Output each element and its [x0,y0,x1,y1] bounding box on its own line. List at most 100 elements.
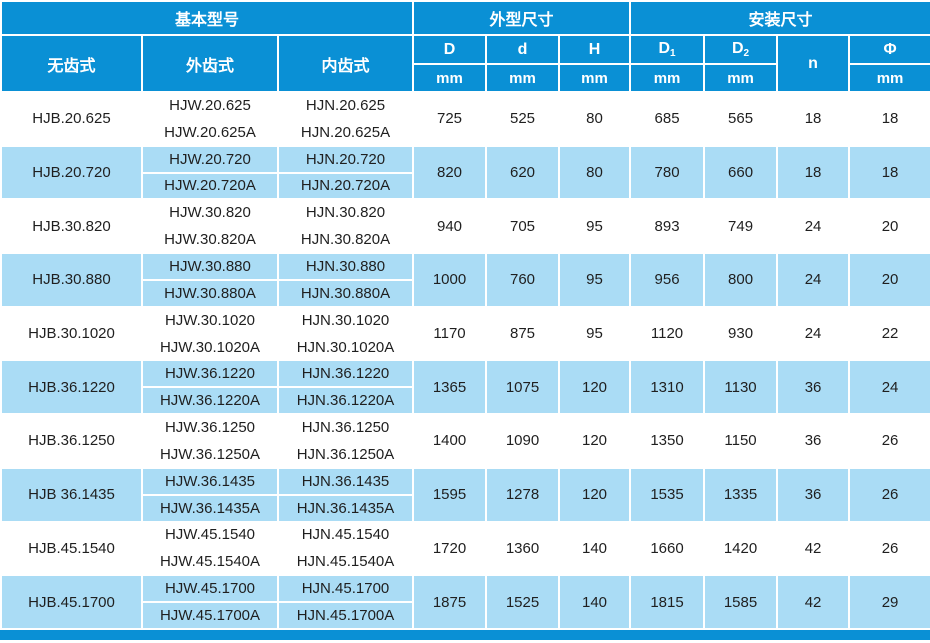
cell-gearless-model: HJB.45.1700 [0,574,143,630]
cell-dim-n: 36 [776,413,851,469]
cell-external-gear-model-line1: HJW.30.880 [141,252,279,281]
table-row-variant: HJW.36.1220A HJN.36.1220A [1,386,930,416]
cell-dim-D1: 956 [629,252,706,308]
cell-internal-gear-model-line2: HJN.30.1020A [276,332,415,362]
header-basic-model: 基本型号 [0,0,415,36]
cell-gearless-model: HJB.20.720 [0,144,143,201]
cell-dim-D: 1595 [412,466,488,523]
unit-D2: mm [703,63,779,93]
cell-internal-gear-model-line1: HJN.20.720 [276,144,415,174]
col-header-D: D [412,34,488,65]
table-row: HJB.30.1020 HJW.30.1020 HJN.30.1020 1170 875… [0,305,930,362]
cell-dim-phi: 22 [848,305,930,362]
cell-dim-H: 120 [558,359,632,416]
col-header-D1-label: D [658,40,671,57]
cell-external-gear-model-line1: HJW.30.820 [141,198,279,228]
cell-dim-n: 24 [776,252,851,308]
col-header-d: d [485,34,561,65]
cell-dim-D1: 1660 [629,520,706,577]
col-header-d-label: d [517,40,528,58]
table-row-variant: HJW.36.1250A HJN.36.1250A [1,439,930,469]
cell-dim-D2: 660 [703,144,779,201]
header-name-row: 无齿式 外齿式 内齿式 D d H D1 D2 n Φ [0,34,930,93]
cell-external-gear-model-line2: HJW.30.880A [141,278,279,308]
cell-dim-H: 120 [558,413,632,469]
cell-dim-n: 36 [776,466,851,523]
cell-dim-D2: 1150 [703,413,779,469]
cell-dim-n: 42 [776,520,851,577]
col-header-gearless: 无齿式 [0,34,143,93]
cell-internal-gear-model-line1: HJN.45.1700 [276,574,415,604]
cell-dim-H: 95 [558,305,632,362]
cell-external-gear-model-line1: HJW.45.1700 [141,574,279,604]
cell-internal-gear-model-line1: HJN.45.1540 [276,520,415,550]
table-header: 基本型号 外型尺寸 安装尺寸 无齿式 外齿式 内齿式 D d H D1 D2 n… [0,0,930,93]
cell-external-gear-model-line2: HJW.36.1435A [141,493,279,523]
cell-gearless-model: HJB.30.820 [0,198,143,255]
cell-internal-gear-model-line2: HJN.30.820A [276,225,415,255]
table-row: HJB 36.1435 HJW.36.1435 HJN.36.1435 1595 127… [0,466,930,523]
table-row: HJB.30.820 HJW.30.820 HJN.30.820 940 705 95 89… [0,198,930,255]
table-row: HJB.45.1700 HJW.45.1700 HJN.45.1700 1875 152… [0,574,930,630]
cell-dim-d: 760 [485,252,561,308]
col-header-D2: D2 [703,34,779,65]
cell-dim-D2: 800 [703,252,779,308]
cell-dim-H: 140 [558,520,632,577]
cell-dim-D: 1720 [412,520,488,577]
table-row-variant: HJW.20.720A HJN.20.720A [1,171,930,201]
col-header-H: H [558,34,632,65]
header-outline-dimensions: 外型尺寸 [412,0,632,36]
header-mounting-dimensions: 安装尺寸 [629,0,930,36]
cell-internal-gear-model-line2: HJN.36.1250A [276,439,415,469]
cell-dim-D1: 893 [629,198,706,255]
table-row: HJB.20.625 HJW.20.625 HJN.20.625 725 525 80 68… [0,91,930,147]
cell-dim-D: 1400 [412,413,488,469]
cell-external-gear-model-line2: HJW.45.1700A [141,601,279,630]
cell-external-gear-model-line1: HJW.36.1220 [141,359,279,389]
cell-dim-phi: 26 [848,413,930,469]
cell-dim-D1: 1535 [629,466,706,523]
unit-H: mm [558,63,632,93]
cell-dim-d: 1278 [485,466,561,523]
cell-dim-D1: 1120 [629,305,706,362]
col-header-external-gear: 外齿式 [141,34,279,93]
cell-internal-gear-model-line2: HJN.20.720A [276,171,415,201]
cell-dim-phi: 20 [848,198,930,255]
col-header-n: n [776,34,851,93]
cell-dim-D: 1170 [412,305,488,362]
cell-external-gear-model-line2: HJW.36.1250A [141,439,279,469]
cell-dim-D2: 1585 [703,574,779,630]
cell-dim-n: 36 [776,359,851,416]
cell-dim-D: 1365 [412,359,488,416]
cell-dim-phi: 18 [848,91,930,147]
table-row-variant: HJW.45.1540A HJN.45.1540A [1,547,930,577]
cell-dim-d: 525 [485,91,561,147]
table-row-variant: HJW.45.1700A HJN.45.1700A [1,601,930,630]
unit-D: mm [412,63,488,93]
col-header-D1: D1 [629,34,706,65]
cell-external-gear-model-line1: HJW.36.1435 [141,466,279,496]
cell-dim-D: 820 [412,144,488,201]
cell-dim-D1: 1310 [629,359,706,416]
cell-dim-n: 24 [776,305,851,362]
cell-dim-phi: 18 [848,144,930,201]
cell-internal-gear-model-line2: HJN.36.1220A [276,386,415,416]
cell-internal-gear-model-line1: HJN.30.880 [276,252,415,281]
cell-dim-D: 725 [412,91,488,147]
cell-dim-d: 875 [485,305,561,362]
table-footer-bar [0,629,930,640]
cell-dim-d: 1090 [485,413,561,469]
cell-internal-gear-model-line2: HJN.30.880A [276,278,415,308]
table-row: HJB.30.880 HJW.30.880 HJN.30.880 1000 760 95 9… [0,252,930,308]
cell-dim-D1: 1815 [629,574,706,630]
col-header-phi: Φ [848,34,930,65]
cell-dim-H: 80 [558,144,632,201]
unit-D1: mm [629,63,706,93]
cell-gearless-model: HJB.36.1250 [0,413,143,469]
col-header-D2-label: D [731,40,744,57]
cell-dim-d: 705 [485,198,561,255]
cell-internal-gear-model-line1: HJN.36.1435 [276,466,415,496]
col-header-D-label: D [443,40,456,58]
cell-dim-D: 940 [412,198,488,255]
